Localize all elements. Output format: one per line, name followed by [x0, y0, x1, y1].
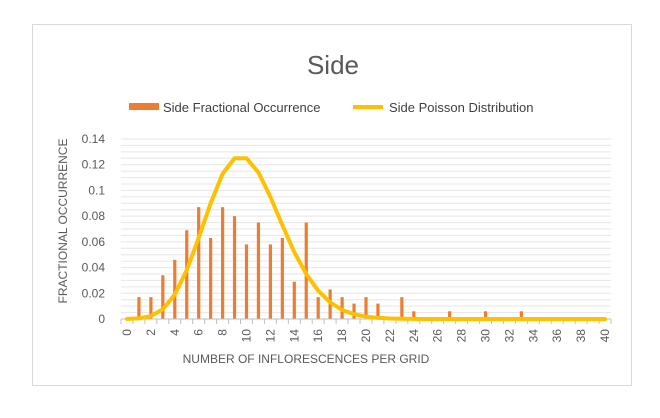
legend: Side Fractional Occurrence Side Poisson …	[129, 100, 534, 115]
line-series	[124, 156, 608, 321]
x-tick-label: 6	[192, 329, 206, 336]
bar	[256, 222, 261, 319]
bar	[364, 297, 368, 319]
chart-svg: Side Side Fractional Occurrence Side Poi…	[56, 50, 612, 366]
legend-swatch-bar	[129, 103, 159, 110]
x-tick-label: 32	[502, 329, 516, 343]
y-tick-label: 0.1	[88, 183, 105, 197]
bar	[292, 281, 296, 319]
bar	[268, 244, 272, 319]
y-tick-label: 0.08	[82, 209, 106, 223]
bar	[483, 311, 488, 319]
gridlines	[121, 138, 611, 314]
bar	[400, 297, 404, 319]
chart-area: Side Side Fractional Occurrence Side Poi…	[32, 24, 632, 386]
x-tick-label: 30	[479, 329, 493, 343]
bar	[316, 297, 320, 319]
legend-label-line: Side Poisson Distribution	[389, 100, 534, 115]
x-tick-label: 20	[359, 329, 373, 343]
y-tick-label: 0	[98, 312, 105, 326]
y-tick-label: 0.02	[82, 286, 106, 300]
chart-title: Side	[307, 50, 359, 80]
bar	[412, 311, 416, 319]
x-tick-label: 14	[287, 329, 301, 343]
x-tick-label: 26	[431, 329, 445, 343]
bar	[376, 303, 380, 319]
bar	[137, 297, 141, 319]
bar	[352, 303, 356, 319]
x-tick-label: 12	[263, 329, 277, 343]
x-tick-label: 28	[455, 329, 469, 343]
bar	[448, 311, 452, 319]
x-tick-label: 22	[383, 329, 397, 343]
bar	[197, 207, 201, 319]
bar	[149, 297, 153, 319]
bar	[519, 311, 523, 319]
y-axis-title: FRACTIONAL OCCURRENCE	[56, 139, 70, 304]
y-axis-ticks: 0 0.02 0.04 0.06 0.08 0.1 0.12 0.14	[82, 132, 106, 326]
bar	[232, 216, 237, 319]
bar	[220, 207, 225, 319]
x-tick-label: 24	[407, 329, 421, 343]
x-tick-label: 8	[216, 329, 230, 336]
x-tick-label: 18	[335, 329, 349, 343]
bar	[244, 244, 249, 319]
x-tick-label: 0	[120, 329, 134, 336]
poisson-line	[124, 156, 608, 321]
bar	[280, 238, 284, 319]
x-axis-title: NUMBER OF INFLORESCENCES PER GRID	[183, 352, 430, 366]
x-tick-label: 10	[239, 329, 253, 343]
x-tick-label: 4	[168, 329, 182, 336]
y-tick-label: 0.06	[82, 235, 106, 249]
x-tick-label: 34	[526, 329, 540, 343]
y-tick-label: 0.04	[82, 261, 106, 275]
bar	[161, 275, 165, 319]
x-tick-label: 2	[144, 329, 158, 336]
y-tick-label: 0.14	[82, 132, 106, 146]
x-tick-label: 36	[550, 329, 564, 343]
bar	[209, 238, 213, 319]
x-axis: 0 2 4 6 8 10 12 14 16 18 20 22 24 26 28 30 32 34 36 38 40	[120, 318, 612, 343]
legend-label-bar: Side Fractional Occurrence	[163, 100, 321, 115]
x-tick-label: 38	[574, 329, 588, 343]
y-tick-label: 0.12	[82, 158, 106, 172]
x-tick-label: 16	[311, 329, 325, 343]
bar	[173, 259, 177, 319]
x-tick-label: 40	[598, 329, 612, 343]
